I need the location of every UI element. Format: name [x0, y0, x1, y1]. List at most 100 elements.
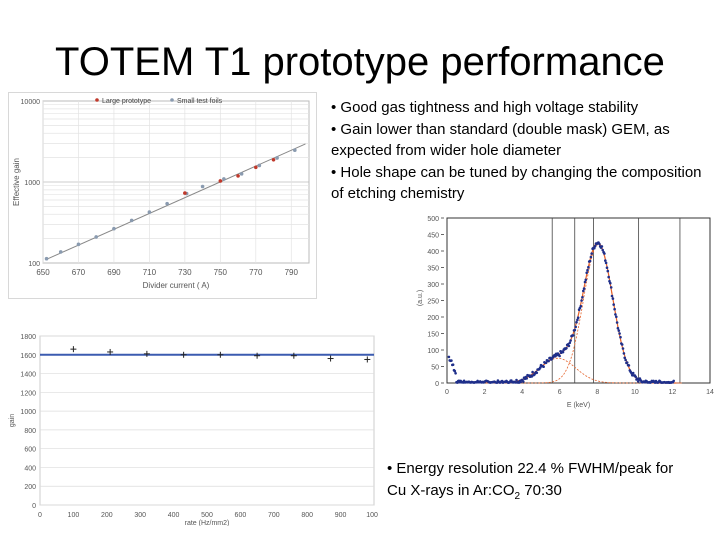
- data-point: [582, 287, 586, 290]
- y-tick-label: 10000: [21, 99, 41, 106]
- note-line-2-suffix: 70:30: [520, 481, 562, 499]
- data-point: [542, 365, 545, 368]
- data-point: [254, 165, 258, 170]
- x-tick-label: 10: [631, 389, 639, 396]
- x-tick-label: 0: [445, 389, 449, 396]
- y-tick-label: 450: [427, 233, 439, 240]
- data-point: [200, 184, 205, 189]
- data-point: [616, 326, 620, 330]
- x-tick-label: 400: [168, 512, 180, 519]
- data-point: [515, 378, 518, 382]
- gaussian-fit-curve: [475, 244, 682, 384]
- x-tick-label: 2: [483, 389, 487, 396]
- data-point: [558, 354, 561, 358]
- x-tick-label: 670: [72, 268, 86, 277]
- y-tick-label: 0: [32, 503, 36, 510]
- bullet-item: • Gain lower than standard (double mask)…: [331, 120, 670, 160]
- x-tick-label: 8: [595, 389, 599, 396]
- data-point: [585, 271, 588, 275]
- plot-area: [39, 335, 375, 506]
- gain-vs-current-chart: 650 670 690 710 730 750 770 790 100 1000 10000 Divi…: [8, 92, 317, 299]
- y-tick-label: 250: [427, 299, 439, 306]
- data-point: [275, 156, 279, 160]
- y-tick-label: 1200: [20, 390, 36, 397]
- data-point: [609, 286, 613, 289]
- data-point: [623, 356, 626, 360]
- data-point: [239, 172, 244, 176]
- data-point: [610, 294, 614, 298]
- data-point: [612, 303, 615, 306]
- data-point: [586, 268, 589, 272]
- x-axis-label: rate (Hz/mm2): [185, 520, 230, 526]
- x-tick-label: 770: [249, 268, 263, 277]
- data-point: [257, 163, 262, 168]
- y-tick-label: 100: [28, 261, 40, 268]
- data-point: [569, 339, 572, 342]
- data-point: [519, 380, 522, 384]
- legend-marker: [170, 98, 174, 102]
- x-tick-label: 500: [201, 512, 213, 519]
- energy-resolution-note: • Energy resolution 22.4 % FWHM/peak for…: [387, 458, 717, 507]
- data-point: [450, 359, 453, 362]
- data-point: [605, 266, 609, 269]
- data-point: [624, 358, 627, 362]
- data-point: [617, 329, 621, 332]
- data-point: [583, 280, 587, 284]
- data-point: [611, 297, 615, 300]
- data-point: [522, 380, 525, 383]
- data-point: [544, 361, 548, 365]
- data-point: [582, 289, 585, 293]
- x-tick-label: 0: [38, 512, 42, 519]
- data-point: [601, 248, 604, 252]
- energy-spectrum-plot: 0 50 100 150 200 250 300 350 400 450 500 0 2 4 6 8 10 12 1…: [417, 216, 714, 409]
- data-point: [218, 179, 223, 183]
- x-tick-label: 690: [107, 268, 121, 277]
- data-point: [593, 244, 597, 248]
- note-line-2: Cu X-rays in Ar:CO2 70:30: [387, 480, 717, 508]
- data-point: [590, 252, 593, 255]
- y-tick-label: 0: [435, 381, 439, 388]
- legend-marker: [95, 98, 99, 102]
- data-point: [576, 316, 580, 319]
- note-line-1: • Energy resolution 22.4 % FWHM/peak for: [387, 460, 674, 477]
- gain-vs-rate-plot: 0 200 400 600 800 1000 1200 1400 1600 1800 0 100 200…: [9, 334, 382, 527]
- data-point: [631, 371, 635, 375]
- x-tick-label: 750: [214, 268, 228, 277]
- y-tick-label: 600: [24, 447, 36, 454]
- x-tick-label: 650: [36, 268, 50, 277]
- data-point: [531, 370, 534, 374]
- data-point: [453, 369, 457, 373]
- y-tick-label: 200: [427, 315, 439, 322]
- x-tick-label: 12: [669, 389, 677, 396]
- data-point: [603, 252, 606, 255]
- data-point: [636, 380, 640, 383]
- data-point: [598, 242, 601, 246]
- data-point: [607, 275, 610, 279]
- data-point: [581, 296, 584, 299]
- data-point: [606, 269, 610, 273]
- x-tick-label: 300: [134, 512, 146, 519]
- x-tick-label: 730: [178, 268, 192, 277]
- y-axis-label: gain: [9, 414, 16, 427]
- data-point: [614, 313, 617, 316]
- x-axis-label: Divider current ( A): [143, 281, 210, 290]
- data-point: [622, 352, 626, 355]
- data-point: [76, 242, 81, 247]
- plot-area: [446, 217, 711, 384]
- data-point: [634, 375, 637, 379]
- data-point: [454, 372, 457, 375]
- data-point: [561, 350, 565, 354]
- energy-spectrum-chart: 0 50 100 150 200 250 300 350 400 450 500 0 2 4 6 8 10 12 1…: [414, 213, 714, 413]
- data-point: [447, 355, 451, 359]
- x-tick-label: 100: [68, 512, 80, 519]
- data-point: [573, 328, 577, 332]
- data-point: [112, 226, 116, 231]
- legend-label: Small test foils: [177, 98, 223, 105]
- data-point: [672, 379, 675, 383]
- bullet-item: • Good gas tightness and high voltage st…: [331, 99, 639, 116]
- x-tick-label: 710: [143, 268, 157, 277]
- note-line-2-prefix: Cu X-rays in Ar:CO: [387, 481, 515, 499]
- data-point: [567, 344, 571, 348]
- data-point: [547, 359, 550, 363]
- data-point: [571, 334, 575, 337]
